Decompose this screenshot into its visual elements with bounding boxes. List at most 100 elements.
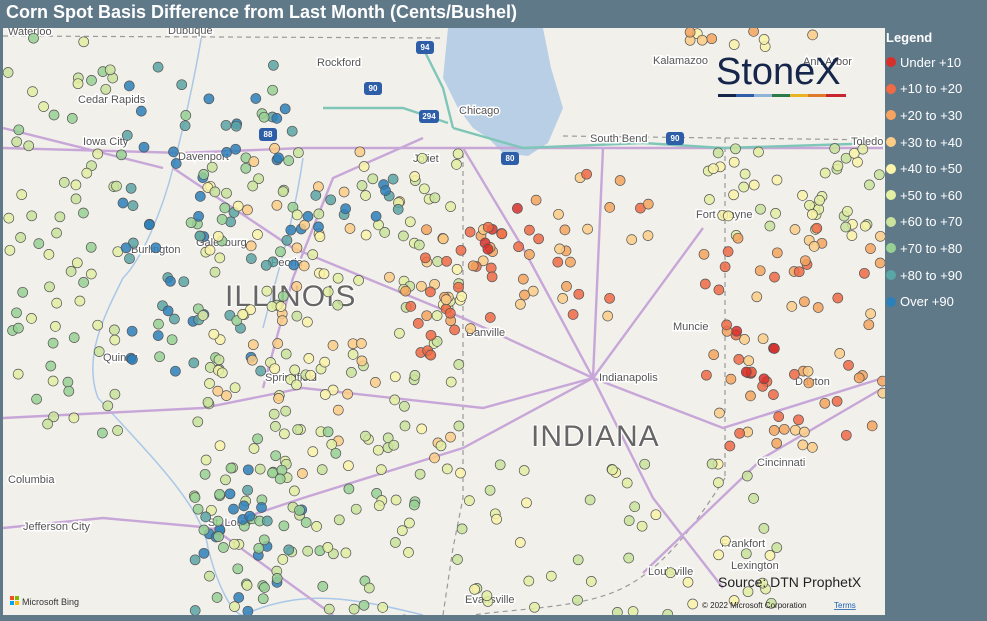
station-dot[interactable] <box>271 573 283 584</box>
station-dot[interactable] <box>513 241 524 253</box>
station-dot[interactable] <box>280 405 292 417</box>
legend-item[interactable]: +70 to +80 <box>886 235 986 262</box>
station-dot[interactable] <box>573 288 585 300</box>
station-dot[interactable] <box>224 488 236 500</box>
station-dot[interactable] <box>812 302 824 313</box>
station-dot[interactable] <box>778 423 790 435</box>
station-dot[interactable] <box>120 242 132 254</box>
station-dot[interactable] <box>198 524 210 536</box>
station-dot[interactable] <box>247 180 259 192</box>
station-dot[interactable] <box>491 513 502 525</box>
station-dot[interactable] <box>220 119 232 131</box>
station-dot[interactable] <box>572 554 584 566</box>
station-dot[interactable] <box>469 583 480 595</box>
station-dot[interactable] <box>843 359 854 371</box>
station-dot[interactable] <box>58 177 70 188</box>
station-dot[interactable] <box>419 183 430 195</box>
station-dot[interactable] <box>521 497 532 509</box>
station-dot[interactable] <box>642 230 654 241</box>
station-dot[interactable] <box>404 517 415 529</box>
station-dot[interactable] <box>701 369 712 381</box>
station-dot[interactable] <box>582 223 593 235</box>
station-dot[interactable] <box>584 494 596 506</box>
station-dot[interactable] <box>283 544 295 556</box>
station-dot[interactable] <box>561 281 572 292</box>
station-dot[interactable] <box>33 238 45 249</box>
station-dot[interactable] <box>81 167 93 179</box>
station-dot[interactable] <box>431 310 443 321</box>
station-dot[interactable] <box>853 372 865 384</box>
station-dot[interactable] <box>273 152 284 164</box>
station-dot[interactable] <box>706 33 718 45</box>
station-dot[interactable] <box>720 535 731 547</box>
station-dot[interactable] <box>241 579 253 591</box>
station-dot[interactable] <box>370 210 382 222</box>
station-dot[interactable] <box>802 365 814 377</box>
station-dot[interactable] <box>166 334 178 346</box>
station-dot[interactable] <box>97 427 108 439</box>
station-dot[interactable] <box>213 354 225 366</box>
station-dot[interactable] <box>92 319 104 331</box>
station-dot[interactable] <box>846 230 858 241</box>
station-dot[interactable] <box>769 271 780 283</box>
station-dot[interactable] <box>85 268 97 280</box>
legend-item[interactable]: +50 to +60 <box>886 182 986 209</box>
station-dot[interactable] <box>857 143 869 155</box>
station-dot[interactable] <box>874 257 885 269</box>
station-dot[interactable] <box>650 509 662 521</box>
station-dot[interactable] <box>78 277 89 288</box>
station-dot[interactable] <box>372 444 384 456</box>
station-dot[interactable] <box>268 59 279 71</box>
station-dot[interactable] <box>432 256 443 267</box>
station-dot[interactable] <box>23 140 35 152</box>
station-dot[interactable] <box>741 470 753 482</box>
station-dot[interactable] <box>754 265 766 277</box>
station-dot[interactable] <box>245 304 256 316</box>
station-dot[interactable] <box>877 387 885 399</box>
station-dot[interactable] <box>111 180 122 192</box>
station-dot[interactable] <box>12 368 24 380</box>
station-dot[interactable] <box>429 192 441 204</box>
station-dot[interactable] <box>758 373 770 385</box>
station-dot[interactable] <box>572 594 583 606</box>
station-dot[interactable] <box>229 601 240 612</box>
station-dot[interactable] <box>354 146 366 158</box>
station-dot[interactable] <box>496 228 508 240</box>
station-dot[interactable] <box>757 577 768 589</box>
station-dot[interactable] <box>322 426 334 438</box>
station-dot[interactable] <box>753 146 764 158</box>
station-dot[interactable] <box>230 120 242 132</box>
station-dot[interactable] <box>229 382 241 394</box>
station-dot[interactable] <box>338 186 350 198</box>
station-dot[interactable] <box>258 111 270 123</box>
station-dot[interactable] <box>409 370 421 381</box>
station-dot[interactable] <box>494 459 506 471</box>
station-dot[interactable] <box>356 355 368 367</box>
station-dot[interactable] <box>612 607 623 615</box>
station-dot[interactable] <box>453 281 464 293</box>
station-dot[interactable] <box>127 200 139 211</box>
station-dot[interactable] <box>863 319 875 331</box>
station-dot[interactable] <box>467 260 479 272</box>
station-dot[interactable] <box>220 474 231 486</box>
station-dot[interactable] <box>225 462 237 474</box>
station-dot[interactable] <box>707 163 719 175</box>
station-dot[interactable] <box>313 208 325 220</box>
station-dot[interactable] <box>565 256 576 268</box>
station-dot[interactable] <box>728 189 739 201</box>
station-dot[interactable] <box>219 202 231 214</box>
station-dot[interactable] <box>340 547 352 559</box>
station-dot[interactable] <box>343 483 355 495</box>
station-dot[interactable] <box>317 581 329 592</box>
station-dot[interactable] <box>248 443 260 454</box>
station-dot[interactable] <box>441 463 453 475</box>
station-dot[interactable] <box>429 452 440 464</box>
station-dot[interactable] <box>169 313 180 325</box>
station-dot[interactable] <box>771 542 783 553</box>
station-dot[interactable] <box>332 404 344 416</box>
station-dot[interactable] <box>185 217 197 228</box>
station-dot[interactable] <box>327 340 339 351</box>
station-dot[interactable] <box>208 328 220 340</box>
station-dot[interactable] <box>291 281 303 292</box>
station-dot[interactable] <box>554 243 565 255</box>
